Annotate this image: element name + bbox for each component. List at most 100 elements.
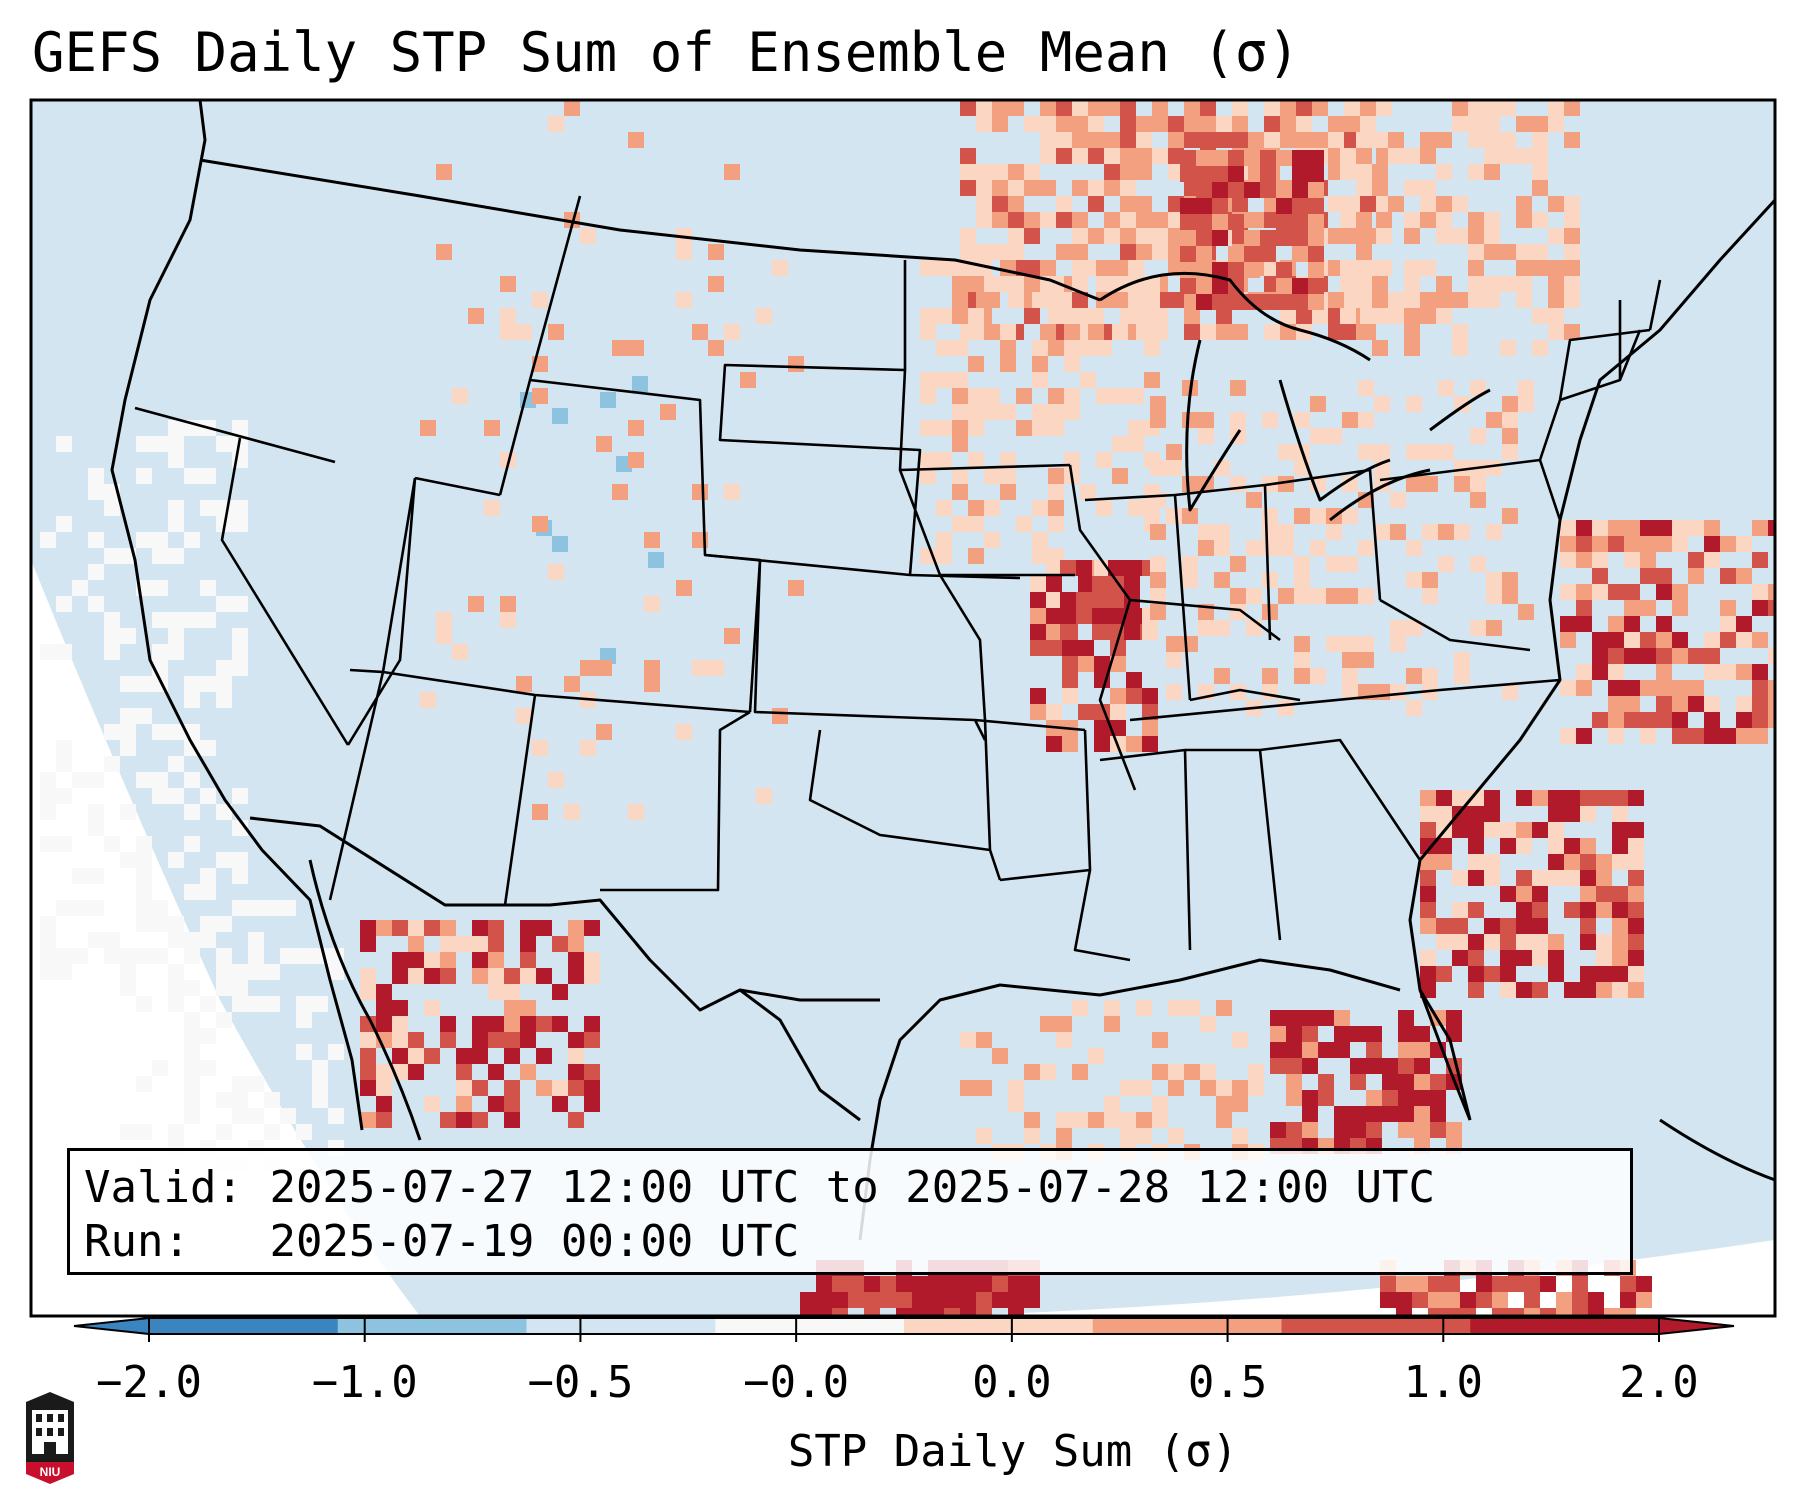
anomaly-cell <box>72 580 88 596</box>
anomaly-cell <box>1024 116 1040 132</box>
anomaly-cell <box>1152 148 1168 164</box>
anomaly-cell <box>184 948 200 964</box>
anomaly-cell <box>536 1048 552 1064</box>
anomaly-cell <box>788 580 804 596</box>
anomaly-cell <box>1556 1292 1572 1308</box>
anomaly-cell <box>1128 260 1144 276</box>
anomaly-cell <box>1276 150 1292 166</box>
anomaly-cell <box>1046 560 1062 576</box>
anomaly-cell <box>1334 1042 1350 1058</box>
anomaly-cell <box>1516 196 1532 212</box>
anomaly-cell <box>360 1112 376 1128</box>
anomaly-cell <box>1438 444 1454 460</box>
anomaly-cell <box>1396 1308 1412 1316</box>
anomaly-cell <box>1310 428 1326 444</box>
anomaly-cell <box>1078 640 1094 656</box>
anomaly-cell <box>1184 1000 1200 1016</box>
anomaly-cell <box>1166 444 1182 460</box>
anomaly-cell <box>136 836 152 852</box>
anomaly-cell <box>1468 276 1484 292</box>
anomaly-cell <box>1564 260 1580 276</box>
anomaly-cell <box>1564 854 1580 870</box>
anomaly-cell <box>1000 340 1016 356</box>
anomaly-cell <box>1196 278 1212 294</box>
anomaly-cell <box>1628 902 1644 918</box>
anomaly-cell <box>1640 568 1656 584</box>
anomaly-cell <box>1094 656 1110 672</box>
anomaly-cell <box>1640 600 1656 616</box>
anomaly-cell <box>1518 396 1534 412</box>
anomaly-cell <box>472 1016 488 1032</box>
anomaly-cell <box>184 692 200 708</box>
anomaly-cell <box>248 1076 264 1092</box>
anomaly-cell <box>516 324 532 340</box>
anomaly-cell <box>568 968 584 984</box>
anomaly-cell <box>72 772 88 788</box>
anomaly-cell <box>1056 1112 1072 1128</box>
anomaly-cell <box>1264 100 1280 116</box>
anomaly-cell <box>1656 616 1672 632</box>
anomaly-cell <box>408 952 424 968</box>
anomaly-cell <box>1612 790 1628 806</box>
anomaly-cell <box>1292 294 1308 310</box>
anomaly-cell <box>1244 150 1260 166</box>
anomaly-cell <box>1094 720 1110 736</box>
anomaly-cell <box>1372 292 1388 308</box>
anomaly-cell <box>136 468 152 484</box>
anomaly-cell <box>1656 568 1672 584</box>
anomaly-cell <box>1308 230 1324 246</box>
anomaly-cell <box>1752 712 1768 728</box>
anomaly-cell <box>960 1080 976 1096</box>
anomaly-cell <box>1356 260 1372 276</box>
anomaly-cell <box>1406 476 1422 492</box>
anomaly-cell <box>568 1064 584 1080</box>
anomaly-cell <box>1340 148 1356 164</box>
anomaly-cell <box>1340 196 1356 212</box>
anomaly-cell <box>564 676 580 692</box>
anomaly-cell <box>312 1092 328 1108</box>
anomaly-cell <box>104 612 120 628</box>
anomaly-cell <box>800 1292 816 1308</box>
anomaly-cell <box>1470 620 1486 636</box>
anomaly-cell <box>1024 308 1040 324</box>
anomaly-cell <box>1376 212 1392 228</box>
anomaly-cell <box>1404 212 1420 228</box>
anomaly-cell <box>1548 822 1564 838</box>
anomaly-cell <box>136 1124 152 1140</box>
anomaly-cell <box>1216 1000 1232 1016</box>
anomaly-cell <box>936 420 952 436</box>
anomaly-cell <box>1062 672 1078 688</box>
anomaly-cell <box>1532 790 1548 806</box>
anomaly-cell <box>1212 214 1228 230</box>
anomaly-cell <box>1596 982 1612 998</box>
anomaly-cell <box>832 1308 848 1316</box>
anomaly-cell <box>280 900 296 916</box>
anomaly-cell <box>152 724 168 740</box>
anomaly-cell <box>708 244 724 260</box>
anomaly-cell <box>1166 508 1182 524</box>
anomaly-cell <box>184 772 200 788</box>
anomaly-cell <box>1008 164 1024 180</box>
anomaly-cell <box>692 324 708 340</box>
anomaly-cell <box>120 708 136 724</box>
anomaly-cell <box>1720 728 1736 744</box>
anomaly-cell <box>1422 444 1438 460</box>
anomaly-cell <box>1104 164 1120 180</box>
anomaly-cell <box>120 964 136 980</box>
anomaly-cell <box>1212 278 1228 294</box>
anomaly-cell <box>1230 412 1246 428</box>
anomaly-cell <box>1628 822 1644 838</box>
anomaly-cell <box>1436 228 1452 244</box>
anomaly-cell <box>232 868 248 884</box>
anomaly-cell <box>1228 246 1244 262</box>
anomaly-cell <box>976 1080 992 1096</box>
anomaly-cell <box>536 968 552 984</box>
anomaly-cell <box>1372 180 1388 196</box>
anomaly-cell <box>1608 632 1624 648</box>
anomaly-cell <box>1000 468 1016 484</box>
anomaly-cell <box>568 920 584 936</box>
anomaly-cell <box>1516 244 1532 260</box>
anomaly-cell <box>72 948 88 964</box>
anomaly-cell <box>936 372 952 388</box>
anomaly-cell <box>1420 308 1436 324</box>
